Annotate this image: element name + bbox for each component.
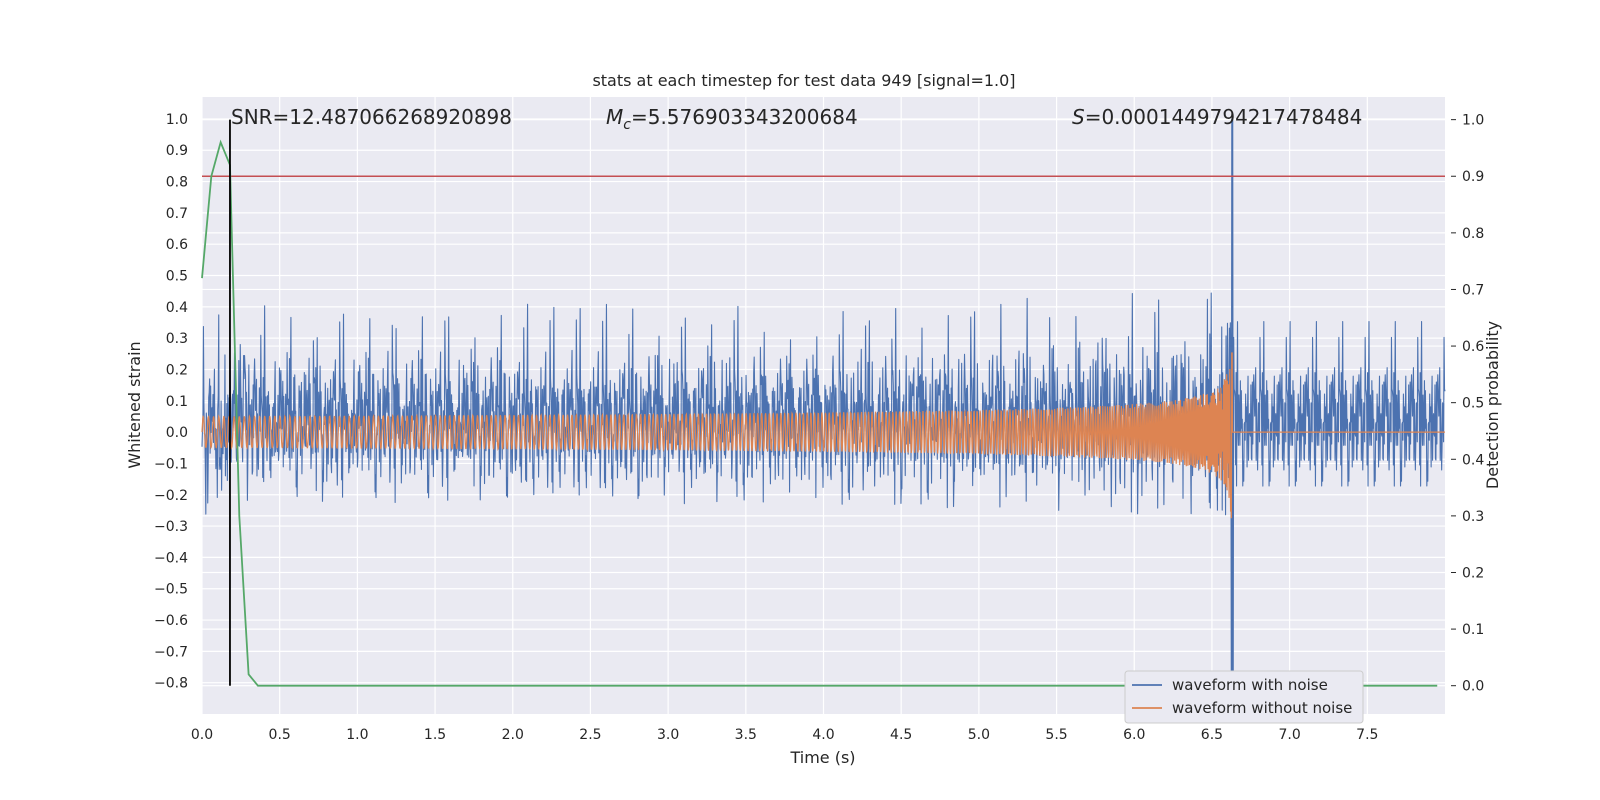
x-tick-label: 5.0	[968, 727, 990, 743]
y2-axis-label: Detection probability	[1483, 321, 1502, 489]
y-tick-label: −0.8	[154, 676, 188, 692]
x-tick-label: 3.0	[657, 727, 679, 743]
x-tick-label: 3.5	[735, 727, 757, 743]
y2-tick-label: 0.3	[1462, 509, 1484, 525]
y2-tick-label: 0.4	[1462, 452, 1484, 468]
x-axis-ticks: 0.0 0.5 1.0 1.5 2.0 2.5 3.0 3.5 4.0 4.5 5.0 5.5 6.0 6…	[191, 727, 1379, 743]
y-tick-label: −0.1	[154, 456, 188, 472]
legend: waveform with noise waveform without noi…	[1124, 670, 1364, 724]
y-tick-label: 0.1	[166, 394, 188, 410]
y-axis-label: Whitened strain	[125, 341, 144, 468]
y-tick-label: 0.3	[166, 331, 188, 347]
y2-tick-label: 0.8	[1462, 226, 1484, 242]
x-tick-label: 0.5	[269, 727, 291, 743]
x-tick-label: 2.0	[502, 727, 524, 743]
legend-label-clean: waveform without noise	[1172, 699, 1352, 717]
y-tick-label: −0.4	[154, 550, 188, 566]
y-tick-label: 0.6	[166, 237, 188, 253]
legend-box	[1124, 670, 1364, 724]
x-tick-label: 4.5	[890, 727, 912, 743]
overlay-layer	[201, 119, 1445, 687]
y2-tick-label: 0.0	[1462, 679, 1484, 695]
y-tick-label: 0.7	[166, 206, 188, 222]
chart-title: stats at each timestep for test data 949…	[592, 71, 1015, 90]
x-tick-label: 1.0	[346, 727, 368, 743]
y2-tick-label: 0.9	[1462, 169, 1484, 185]
x-tick-label: 5.5	[1045, 727, 1067, 743]
snr-annotation: SNR=12.487066268920898	[231, 105, 512, 129]
x-axis-label: Time (s)	[789, 748, 855, 767]
x-tick-label: 0.0	[191, 727, 213, 743]
x-tick-label: 7.0	[1278, 727, 1300, 743]
y-tick-label: 1.0	[166, 112, 188, 128]
x-tick-label: 4.0	[812, 727, 834, 743]
y-tick-label: −0.5	[154, 582, 188, 598]
y-tick-label: 0.5	[166, 269, 188, 285]
y-tick-label: −0.2	[154, 488, 188, 504]
y-tick-label: 0.0	[166, 425, 188, 441]
y-tick-label: −0.3	[154, 519, 188, 535]
y-axis-ticks: 1.0 0.9 0.8 0.7 0.6 0.5 0.4 0.3 0.2 0.1 0.0 −0.1 −0.…	[154, 112, 188, 692]
y2-axis-ticks: 1.0 0.9 0.8 0.7 0.6 0.5 0.4 0.3 0.2 0.1 0.0	[1451, 113, 1484, 695]
series-line-detection-probability	[201, 139, 1438, 687]
legend-label-noise: waveform with noise	[1172, 676, 1328, 694]
series-line-waveform-without-noise	[201, 352, 1445, 519]
y-tick-label: 0.8	[166, 175, 188, 191]
y2-tick-label: 0.1	[1462, 622, 1484, 638]
significance-annotation: S=0.0001449794217478484	[1072, 105, 1362, 129]
y-tick-label: 0.4	[166, 300, 188, 316]
x-tick-label: 7.5	[1356, 727, 1378, 743]
y2-tick-label: 0.2	[1462, 565, 1484, 581]
y2-tick-label: 1.0	[1462, 113, 1484, 129]
series-layer	[201, 118, 1446, 690]
x-tick-label: 1.5	[424, 727, 446, 743]
y2-tick-label: 0.6	[1462, 339, 1484, 355]
x-tick-label: 2.5	[579, 727, 601, 743]
x-tick-label: 6.0	[1123, 727, 1145, 743]
y2-tick-label: 0.7	[1462, 282, 1484, 298]
y-tick-label: −0.6	[154, 613, 188, 629]
y-tick-label: −0.7	[154, 644, 188, 660]
y2-tick-label: 0.5	[1462, 396, 1484, 412]
y-tick-label: 0.2	[166, 362, 188, 378]
x-tick-label: 6.5	[1201, 727, 1223, 743]
chirp-mass-annotation: Mc=5.576903343200684	[606, 105, 858, 133]
y-tick-label: 0.9	[166, 143, 188, 159]
